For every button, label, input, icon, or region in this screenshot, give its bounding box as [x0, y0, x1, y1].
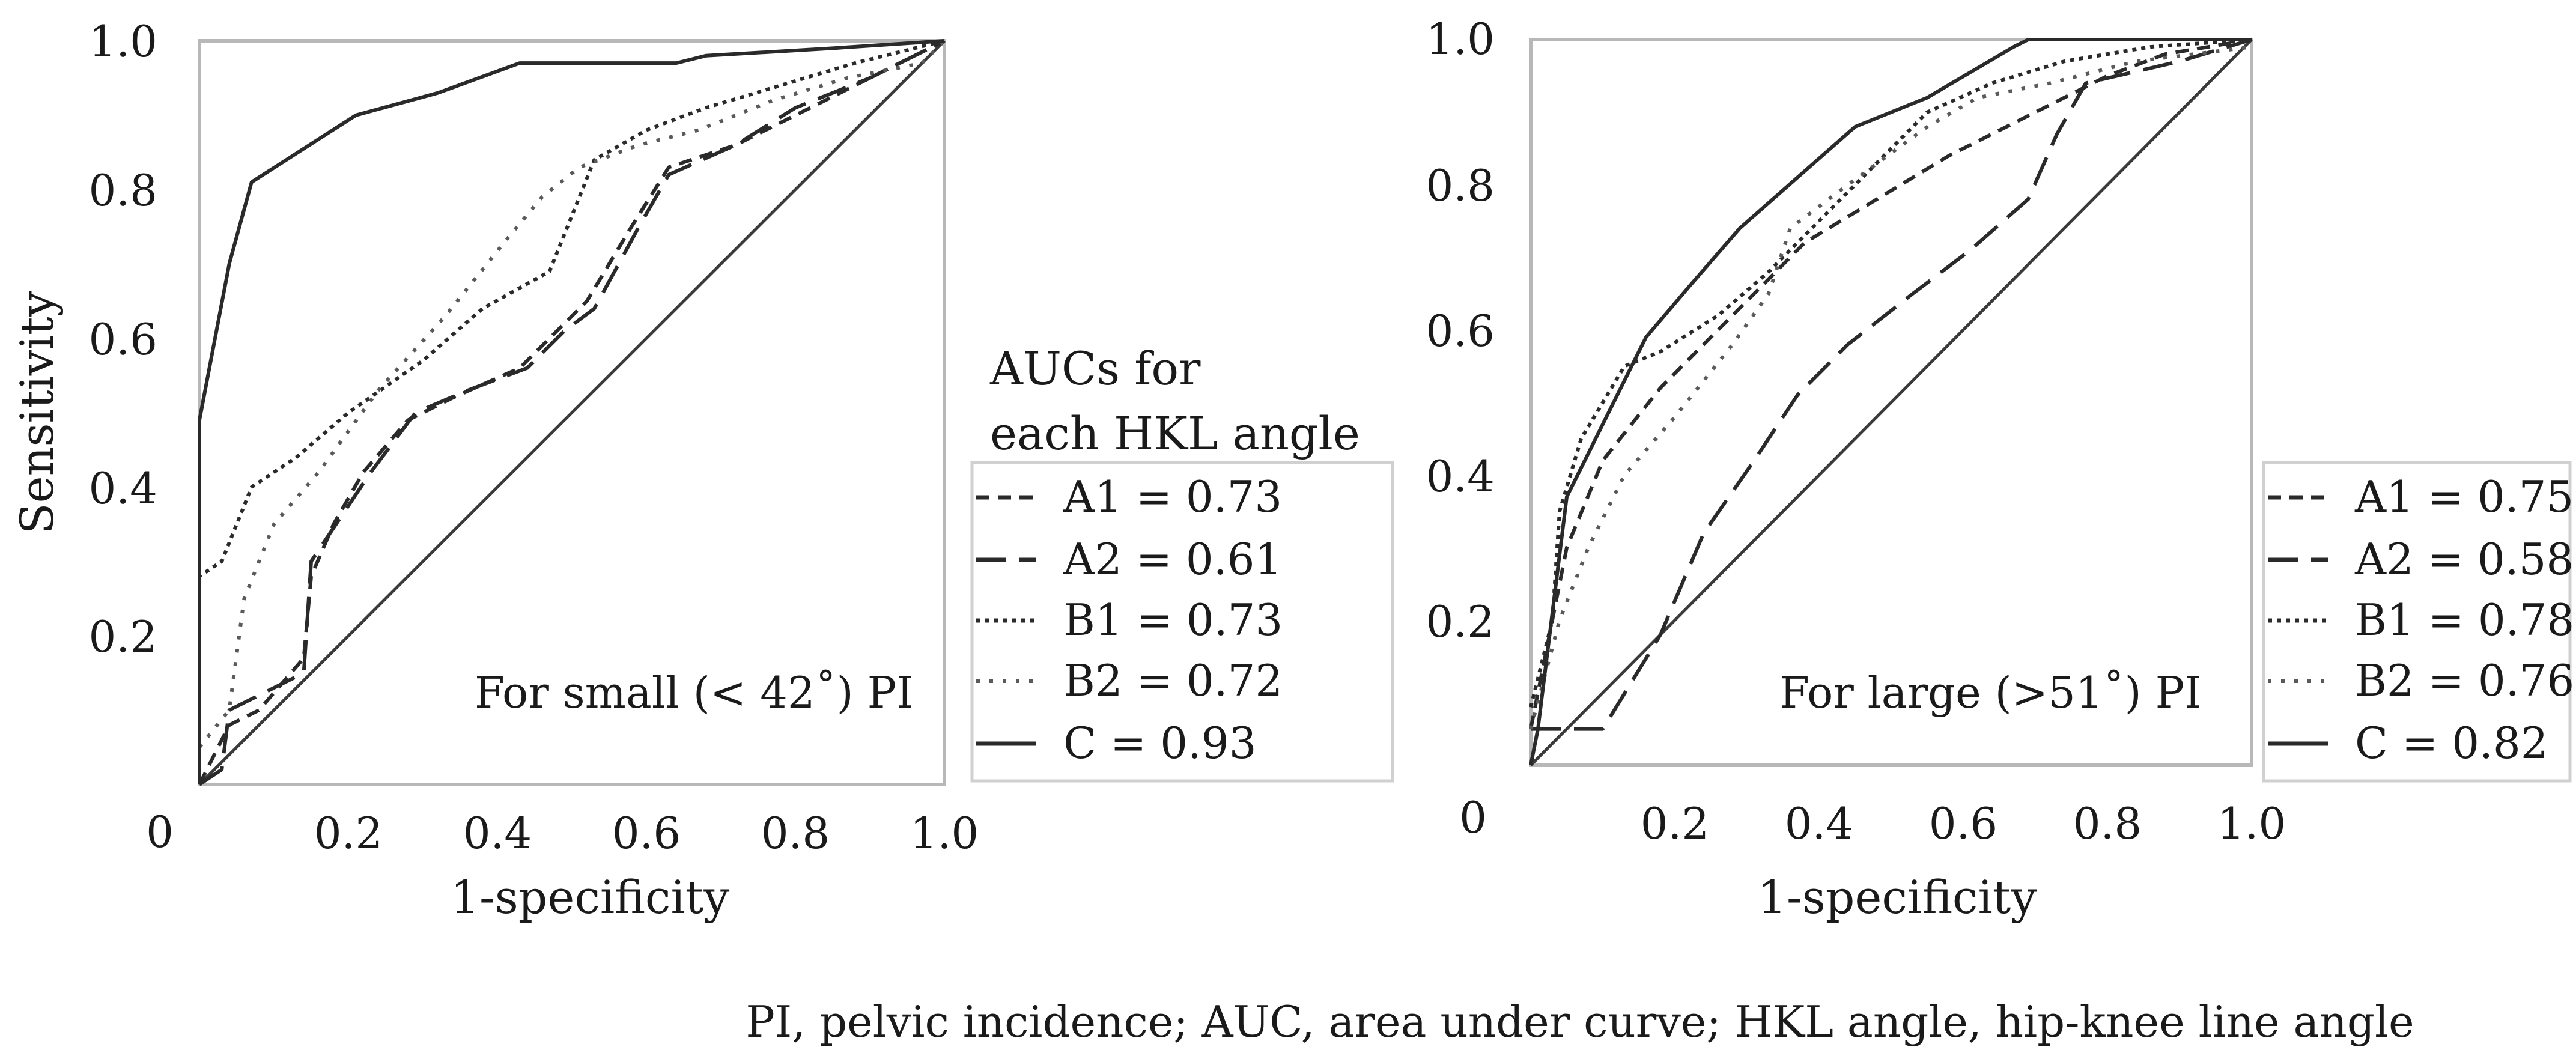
y-tick-label-0.4: 0.4 [1426, 451, 1495, 502]
panel-label-large-pi: For large (>51˚) PI [1779, 667, 2202, 718]
roc-curve-b2 [1529, 45, 2252, 730]
roc-curve-a2 [198, 39, 946, 786]
chance-diagonal-line [198, 40, 946, 786]
y-tick-label-0.8: 0.8 [88, 165, 157, 216]
x-tick-label-0.2: 0.2 [1641, 798, 1710, 849]
legend-entry-b2: B2 = 0.76 [2355, 655, 2574, 706]
legend-box [970, 461, 1394, 783]
roc-curve-b2 [198, 39, 946, 748]
origin-label: 0 [146, 807, 174, 857]
x-axis-label: 1-specificity [451, 870, 730, 924]
y-tick-label-0.6: 0.6 [88, 314, 157, 365]
x-tick-label-0.4: 0.4 [1785, 798, 1854, 849]
legend-large-pi: A1 = 0.75 A2 = 0.58 B1 = 0.78 B2 = 0.76 … [2262, 461, 2574, 783]
legend-title-line-2: each HKL angle [990, 407, 1360, 460]
legend-entry-c: C = 0.82 [2355, 718, 2548, 768]
roc-curve-b1 [198, 39, 945, 696]
x-tick-label-0.6: 0.6 [1929, 798, 1998, 849]
x-tick-label-0.8: 0.8 [2073, 798, 2142, 849]
y-tick-label-1.0: 1.0 [88, 16, 157, 67]
y-tick-label-0.4: 0.4 [88, 463, 157, 514]
series-group-large-pi [1529, 38, 2253, 766]
panel-small-pi: Sensitivity 1.0 0.8 0.6 0.4 0.2 0 0.2 0.… [10, 16, 1394, 924]
chance-diagonal-line [1530, 38, 2253, 766]
legend-entry-c: C = 0.93 [1063, 718, 1257, 768]
panel-label-small-pi: For small (< 42˚) PI [475, 667, 914, 718]
y-tick-label-0.8: 0.8 [1426, 160, 1495, 211]
x-tick-label-0.6: 0.6 [612, 808, 681, 858]
legend-entry-b1: B1 = 0.78 [2355, 595, 2574, 645]
x-tick-label-1.0: 1.0 [910, 808, 979, 858]
x-tick-label-0.8: 0.8 [761, 808, 830, 858]
roc-curve-a1 [1529, 38, 2252, 730]
series-group-small-pi [198, 39, 946, 786]
x-axis-label: 1-specificity [1758, 870, 2037, 924]
y-tick-label-0.6: 0.6 [1426, 306, 1495, 356]
legend-entry-a2: A2 = 0.58 [2354, 534, 2574, 584]
origin-label: 0 [1459, 792, 1487, 843]
legend-entry-b2: B2 = 0.72 [1063, 655, 1283, 706]
x-tick-label-0.2: 0.2 [314, 808, 383, 858]
y-tick-label-0.2: 0.2 [1426, 596, 1495, 647]
y-tick-label-0.2: 0.2 [88, 611, 157, 662]
x-tick-label-0.4: 0.4 [463, 808, 532, 858]
legend-box [2262, 461, 2572, 783]
legend-small-pi: AUCs for each HKL angle A1 = 0.73 A2 = 0… [970, 342, 1394, 783]
y-tick-label-1.0: 1.0 [1426, 14, 1495, 64]
y-axis-label: Sensitivity [10, 291, 64, 535]
panel-large-pi: 1.0 0.8 0.6 0.4 0.2 0 0.2 0.4 0.6 0.8 1.… [1426, 14, 2574, 924]
plot-frame-large-pi [1529, 38, 2253, 767]
roc-curve-c [198, 39, 945, 784]
figure-caption: PI, pelvic incidence; AUC, area under cu… [746, 997, 2414, 1047]
legend-entry-a1: A1 = 0.73 [1063, 472, 1282, 522]
legend-title-line-1: AUCs for [989, 342, 1201, 395]
legend-entry-b1: B1 = 0.73 [1063, 595, 1283, 645]
legend-entry-a1: A1 = 0.75 [2354, 472, 2574, 522]
roc-curve-a2 [1531, 38, 2252, 731]
x-tick-label-1.0: 1.0 [2217, 798, 2286, 849]
roc-curve-b1 [1529, 38, 2252, 708]
legend-entry-a2: A2 = 0.61 [1063, 534, 1282, 584]
roc-curve-c [1529, 38, 2252, 766]
